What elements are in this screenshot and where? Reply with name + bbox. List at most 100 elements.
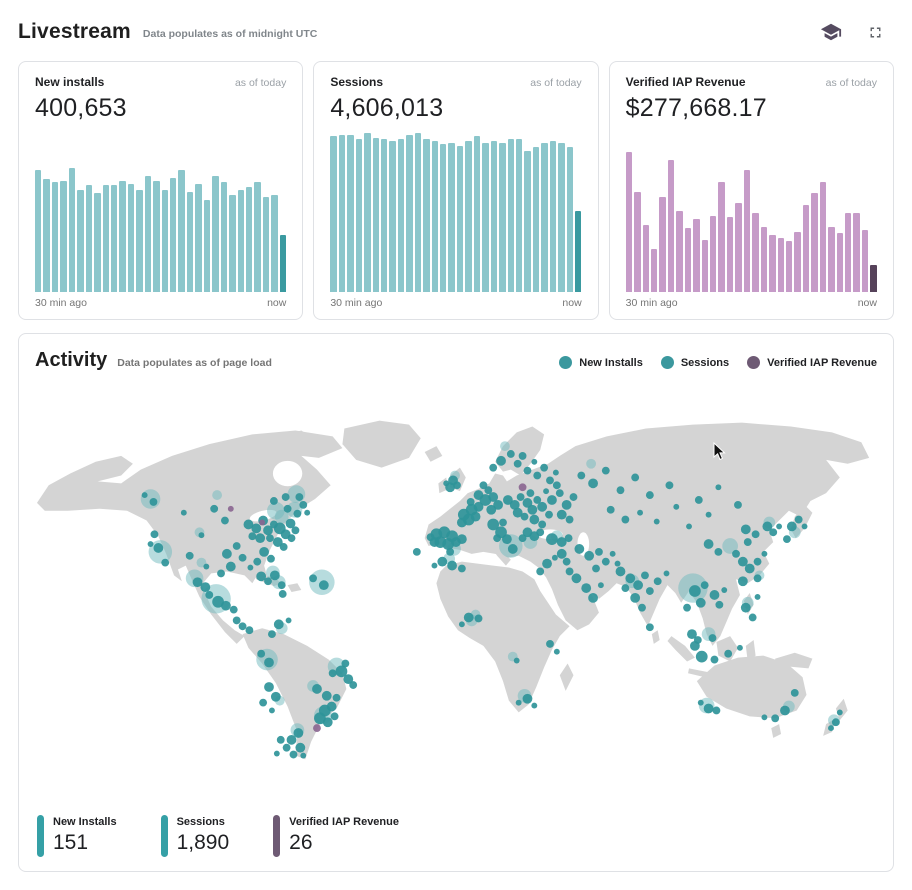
activity-dot <box>547 495 557 505</box>
activity-dot <box>457 564 466 573</box>
learn-graduation-cap-icon[interactable] <box>820 21 842 43</box>
activity-dot <box>456 534 467 545</box>
activity-dot <box>289 750 298 759</box>
activity-dot <box>703 703 714 714</box>
activity-dot <box>332 693 341 702</box>
chart-bar <box>524 150 531 292</box>
chart-bar <box>372 137 379 292</box>
fullscreen-icon[interactable] <box>867 24 884 41</box>
activity-dot <box>225 561 236 572</box>
activity-dot <box>562 557 571 566</box>
chart-bar <box>330 136 337 292</box>
activity-dot <box>509 499 520 510</box>
revenue-dot <box>227 505 234 512</box>
activity-dot <box>431 562 438 569</box>
chart-bar <box>549 140 557 292</box>
activity-dot <box>253 557 262 566</box>
activity-dot <box>663 570 670 577</box>
card-value: 4,606,013 <box>330 94 444 122</box>
activity-dot <box>314 712 326 725</box>
chart-bar <box>448 142 455 292</box>
activity-dot <box>205 591 214 599</box>
activity-dot <box>540 463 549 472</box>
chart-bar <box>785 241 793 292</box>
activity-dot <box>545 510 553 519</box>
activity-dot <box>264 657 274 668</box>
activity-dot <box>161 558 170 567</box>
chart-bar <box>650 249 658 292</box>
chart-bar <box>271 195 278 292</box>
legend-label: New Installs <box>579 356 643 369</box>
activity-dot <box>243 519 254 530</box>
legend-label: Sessions <box>680 356 730 369</box>
stat-pill-purple <box>273 815 281 857</box>
card-asof-label: as of today <box>234 77 287 89</box>
chart-bar <box>634 191 641 292</box>
chart-bar <box>220 182 228 292</box>
activity-halo-dot <box>274 509 289 524</box>
revenue-dot <box>518 483 527 492</box>
activity-dot <box>536 528 545 537</box>
activity-dot <box>264 682 274 692</box>
activity-dot <box>232 616 241 625</box>
activity-dot <box>712 706 721 715</box>
activity-dot <box>630 592 641 603</box>
activity-dot <box>721 587 728 593</box>
chart-bar <box>153 180 160 292</box>
activity-dot <box>776 523 783 530</box>
activity-dot <box>556 548 567 559</box>
chart-bar <box>161 190 168 292</box>
activity-dot <box>531 702 538 709</box>
chart-bar <box>515 139 523 292</box>
axis-left-label: 30 min ago <box>330 297 383 309</box>
page-subtitle: Data populates as of midnight UTC <box>142 28 318 40</box>
activity-dot <box>150 530 159 539</box>
chart-bar <box>338 134 346 292</box>
activity-dot <box>546 533 558 546</box>
activity-dot <box>574 544 585 554</box>
activity-dot <box>564 534 573 543</box>
activity-dot <box>633 580 644 591</box>
activity-dot <box>273 750 280 757</box>
card-value: 400,653 <box>35 94 127 122</box>
activity-dot <box>255 533 266 544</box>
activity-dot <box>536 567 545 576</box>
card-header: Verified IAP Revenue as of today <box>626 75 877 89</box>
activity-dot <box>526 489 535 498</box>
activity-dot <box>697 699 704 706</box>
activity-dot <box>556 509 567 520</box>
chart-bar <box>355 139 363 292</box>
chart-bar <box>279 234 287 292</box>
card-sessions: Sessions as of today 4,606,013 30 min ag… <box>313 61 599 320</box>
activity-dot <box>708 634 717 642</box>
activity-dot <box>552 469 559 476</box>
card-new-installs: New installs as of today 400,653 30 min … <box>18 61 304 320</box>
chart-bar <box>625 152 633 292</box>
chart-bar <box>735 202 742 292</box>
activity-dot <box>724 649 733 658</box>
activity-dot <box>245 626 254 635</box>
world-activity-map[interactable] <box>35 376 877 809</box>
activity-dot <box>309 574 317 583</box>
activity-dot <box>300 752 307 759</box>
activity-dot <box>281 493 290 501</box>
chart-bar <box>777 237 784 292</box>
activity-dot <box>737 576 748 587</box>
activity-dot <box>537 501 548 512</box>
activity-dot <box>463 612 474 623</box>
stat-value: 151 <box>53 831 89 854</box>
activity-dot <box>683 603 691 612</box>
activity-dot <box>180 509 187 516</box>
chart-bar <box>195 183 202 292</box>
activity-dot <box>276 735 285 744</box>
activity-dot <box>437 556 448 567</box>
activity-dot <box>295 493 304 501</box>
page-header: Livestream Data populates as of midnight… <box>18 20 894 44</box>
activity-dot <box>555 489 564 498</box>
activity-dot <box>615 566 626 577</box>
chart-bar <box>229 195 236 292</box>
chart-bar <box>186 191 194 292</box>
activity-dot <box>561 499 572 510</box>
stat-sessions: Sessions 1,890 <box>160 815 229 857</box>
legend-label: Verified IAP Revenue <box>767 356 877 369</box>
